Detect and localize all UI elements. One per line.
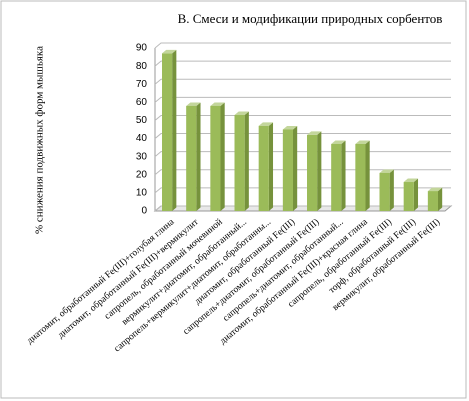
y-tick-label: 50 bbox=[136, 115, 148, 126]
bar-side bbox=[196, 102, 201, 211]
grid-line bbox=[154, 42, 451, 49]
bar bbox=[427, 191, 438, 211]
grid-line bbox=[154, 60, 451, 67]
bar-top bbox=[307, 131, 322, 135]
bar bbox=[331, 143, 342, 211]
bar-side bbox=[244, 111, 249, 211]
bar-top bbox=[379, 169, 394, 173]
bar-side bbox=[292, 126, 298, 211]
bar-side bbox=[413, 178, 419, 211]
bar bbox=[234, 115, 245, 211]
y-axis-label: % снижения подвижных форм мышьяка bbox=[34, 46, 46, 234]
bar bbox=[403, 182, 414, 211]
bar bbox=[210, 105, 221, 211]
y-tick-label: 30 bbox=[136, 151, 148, 162]
y-tick-label: 70 bbox=[136, 79, 148, 90]
bar bbox=[355, 143, 366, 211]
bar-side bbox=[172, 49, 177, 211]
bar-top bbox=[427, 187, 443, 192]
y-tick-label: 0 bbox=[141, 206, 147, 217]
bar-top bbox=[210, 102, 225, 106]
bar-top bbox=[186, 102, 201, 106]
bar-top bbox=[162, 49, 177, 54]
y-tick-label: 90 bbox=[136, 43, 148, 54]
grid-line bbox=[154, 114, 451, 121]
bar-top bbox=[234, 111, 249, 116]
bar-side bbox=[317, 131, 322, 211]
grid-line bbox=[154, 187, 451, 194]
bar-top bbox=[331, 140, 346, 144]
bar bbox=[162, 53, 173, 211]
bar-side bbox=[341, 140, 346, 211]
bar-side bbox=[437, 187, 443, 211]
grid-line bbox=[154, 78, 451, 85]
y-tick-label: 60 bbox=[136, 97, 148, 108]
grid-line bbox=[154, 96, 451, 103]
bar-top bbox=[403, 178, 419, 183]
y-tick-label: 10 bbox=[136, 188, 148, 199]
bar bbox=[307, 134, 318, 211]
y-tick-label: 20 bbox=[136, 169, 148, 180]
bar bbox=[186, 105, 197, 211]
bar bbox=[258, 125, 269, 211]
bar-side bbox=[268, 122, 274, 211]
grid-line bbox=[154, 151, 451, 158]
grid-line bbox=[154, 205, 451, 212]
grid-line bbox=[154, 169, 451, 176]
bar bbox=[379, 172, 390, 211]
y-tick-label: 40 bbox=[136, 133, 148, 144]
bar-side bbox=[220, 102, 225, 211]
bar-top bbox=[258, 122, 274, 126]
bar-top bbox=[355, 140, 370, 144]
bar-top bbox=[282, 126, 298, 130]
y-tick-label: 80 bbox=[136, 61, 148, 72]
bar bbox=[282, 129, 293, 211]
chart-title: В. Смеси и модификации природных сорбент… bbox=[178, 11, 443, 26]
bar-side bbox=[389, 169, 394, 211]
bar-side bbox=[365, 140, 370, 211]
grid-line bbox=[154, 133, 451, 139]
